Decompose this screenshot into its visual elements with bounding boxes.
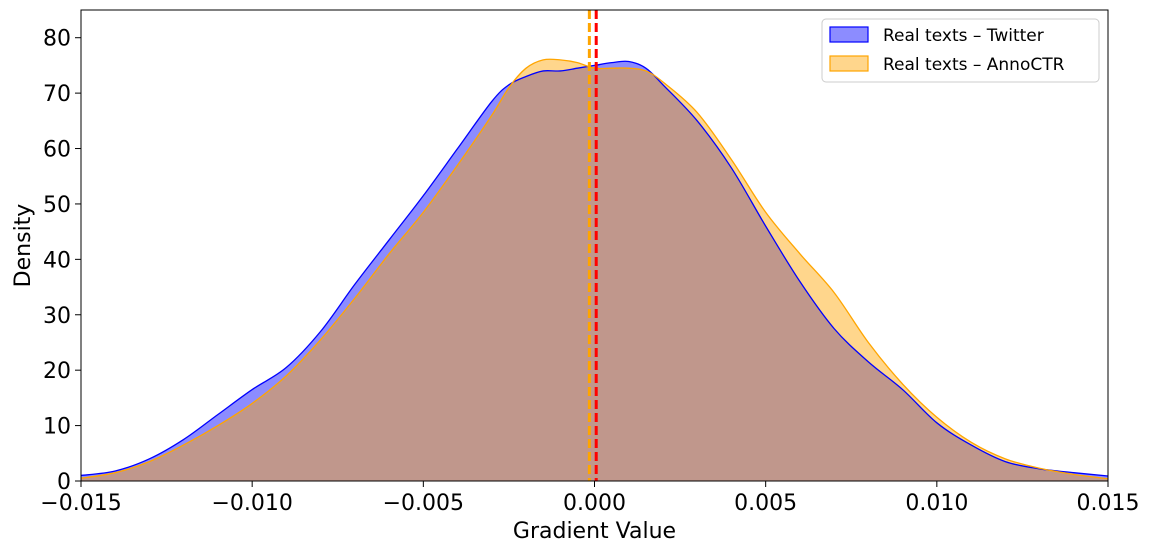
x-tick-label: 0.000: [563, 491, 626, 516]
x-tick-label: 0.010: [905, 491, 968, 516]
x-tick-label: 0.005: [734, 491, 797, 516]
mean-lines: [587, 10, 598, 481]
x-tick-label: −0.010: [211, 491, 292, 516]
legend-swatch-series-1: [829, 26, 869, 43]
density-line-series-2: [80, 58, 1109, 480]
y-tick-label: 70: [43, 82, 71, 107]
y-tick-label: 80: [43, 27, 71, 52]
x-axis-label: Gradient Value: [513, 519, 676, 544]
x-axis-ticks: −0.015 −0.010 −0.005 0.000 0.005 0.010 0.015: [40, 481, 1139, 516]
legend: Real texts – Twitter Real texts – AnnoCTR: [821, 18, 1100, 83]
legend-box: [821, 18, 1100, 83]
y-axis-ticks: 0 10 20 30 40 50 60 70 80: [43, 27, 81, 495]
x-tick-label: −0.005: [383, 491, 464, 516]
legend-label-series-1: Real texts – Twitter: [883, 26, 1044, 46]
y-tick-label: 50: [43, 193, 71, 218]
y-tick-label: 60: [43, 138, 71, 163]
density-fills: [81, 59, 1108, 481]
y-axis-label: Density: [11, 204, 36, 288]
y-tick-label: 30: [43, 304, 71, 329]
density-area-series-1: [81, 61, 1108, 481]
y-tick-label: 10: [43, 415, 71, 440]
legend-swatch-series-2: [829, 55, 869, 72]
x-tick-label: −0.015: [40, 491, 121, 516]
legend-label-series-2: Real texts – AnnoCTR: [883, 55, 1065, 75]
y-tick-label: 0: [57, 470, 71, 495]
y-tick-label: 40: [43, 248, 71, 273]
y-tick-label: 20: [43, 359, 71, 384]
x-tick-label: 0.015: [1077, 491, 1140, 516]
density-area-series-2: [81, 59, 1108, 481]
